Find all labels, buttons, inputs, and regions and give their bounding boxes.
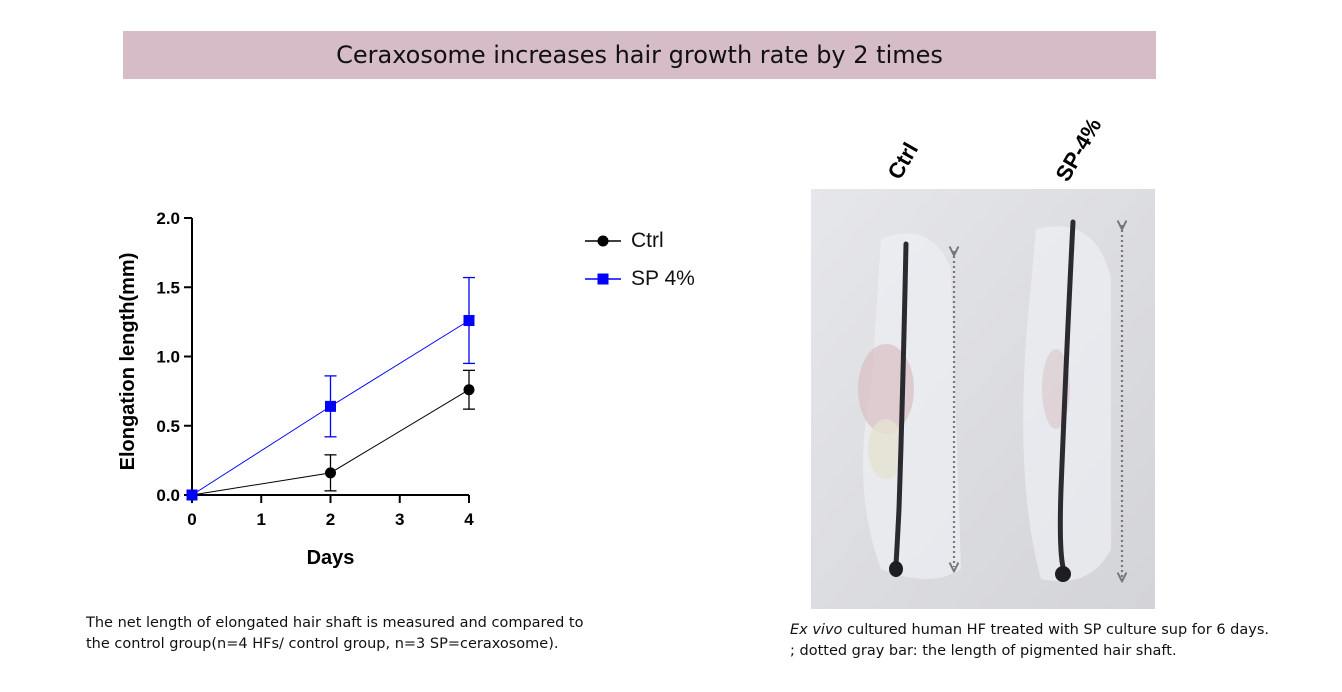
page-title: Ceraxosome increases hair growth rate by… — [336, 41, 943, 69]
photo-label-ctrl: Ctrl — [882, 138, 924, 184]
elongation-chart: 0.0 0.5 1.0 1.5 2.0 0 1 2 3 4 Days Elongation lengt… — [117, 209, 475, 569]
chart-caption: The net length of elongated hair shaft i… — [86, 613, 646, 655]
x-axis-label: Days — [307, 547, 355, 569]
chart-caption-line2: the control group(n=4 HFs/ control group… — [86, 636, 559, 652]
x-tick-label: 0 — [187, 510, 196, 529]
photo-caption: Ex vivo cultured human HF treated with S… — [790, 620, 1310, 662]
photo-caption-line1-rest: cultured human HF treated with SP cultur… — [842, 622, 1270, 638]
hair-bulb-sp — [1055, 566, 1071, 582]
x-tick-label: 4 — [464, 510, 474, 529]
y-tick-label: 0.0 — [156, 486, 180, 505]
hair-follicle-photo — [811, 189, 1155, 609]
data-point-circle — [325, 467, 336, 479]
x-tick-label: 2 — [326, 510, 335, 529]
data-point-square — [325, 400, 336, 412]
chart-legend: Ctrl SP 4% — [583, 222, 695, 298]
legend-marker-square-icon — [585, 273, 621, 285]
tissue-ctrl-lower — [868, 419, 904, 479]
photo-caption-italic: Ex vivo — [790, 622, 843, 638]
y-tick-label: 1.0 — [156, 348, 180, 367]
y-tick-label: 2.0 — [156, 209, 180, 228]
y-tick-label: 1.5 — [156, 278, 180, 297]
data-point-square — [463, 314, 475, 326]
gel-blob-ctrl — [863, 233, 961, 579]
hair-shaft-ctrl — [893, 241, 909, 567]
data-point-circle — [463, 384, 475, 396]
hair-shaft-sp — [1057, 219, 1076, 570]
data-point-square — [186, 489, 198, 501]
photo-caption-line1: Ex vivo cultured human HF treated with S… — [790, 620, 1310, 641]
y-tick-label: 0.5 — [156, 417, 180, 436]
title-banner: Ceraxosome increases hair growth rate by… — [123, 31, 1156, 79]
y-axis-label: Elongation length(mm) — [117, 253, 139, 471]
hair-bulb-ctrl — [889, 561, 903, 577]
legend-marker-circle-icon — [585, 235, 621, 247]
legend-label-ctrl: Ctrl — [631, 229, 664, 252]
legend-label-sp: SP 4% — [631, 267, 695, 290]
photo-caption-line2: ; dotted gray bar: the length of pigment… — [790, 643, 1177, 659]
x-tick-label: 1 — [257, 510, 266, 529]
photo-label-sp: SP-4% — [1050, 113, 1107, 186]
legend-item-ctrl: Ctrl — [583, 222, 695, 260]
x-tick-label: 3 — [395, 510, 404, 529]
chart-caption-line1: The net length of elongated hair shaft i… — [86, 615, 584, 631]
legend-item-sp: SP 4% — [583, 260, 695, 298]
